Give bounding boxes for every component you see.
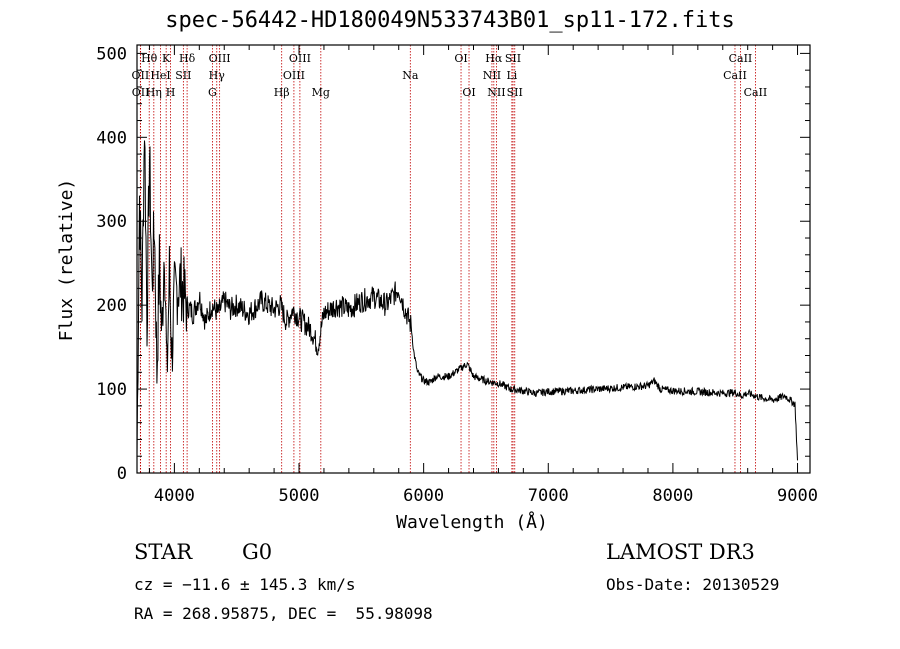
line-label: H bbox=[166, 86, 176, 99]
line-label: NII bbox=[483, 69, 501, 82]
y-tick-label: 300 bbox=[96, 212, 127, 232]
line-label: OI bbox=[454, 52, 467, 65]
line-label: SII bbox=[507, 86, 523, 99]
line-label: CaII bbox=[744, 86, 768, 99]
spectrum-line bbox=[136, 140, 798, 461]
x-tick-label: 6000 bbox=[403, 486, 444, 506]
line-label: Na bbox=[402, 69, 419, 82]
line-label: HeI bbox=[150, 69, 170, 82]
chart-title: spec-56442-HD180049N533743B01_sp11-172.f… bbox=[165, 8, 735, 33]
line-label: Mg bbox=[312, 86, 330, 99]
line-label: OII bbox=[132, 69, 150, 82]
line-label: OIII bbox=[209, 52, 231, 65]
object-subclass: G0 bbox=[242, 540, 273, 564]
object-class: STAR bbox=[134, 540, 193, 564]
line-label: Hβ bbox=[274, 86, 290, 99]
y-tick-label: 0 bbox=[117, 464, 127, 484]
x-axis-label: Wavelength (Å) bbox=[396, 511, 548, 533]
line-label: SII bbox=[175, 69, 191, 82]
x-tick-label: 9000 bbox=[777, 486, 818, 506]
y-tick-label: 100 bbox=[96, 380, 127, 400]
line-label: NII bbox=[487, 86, 505, 99]
line-label: Hθ bbox=[141, 52, 158, 65]
y-axis-label: Flux (relative) bbox=[56, 179, 77, 342]
line-label: SII bbox=[505, 52, 521, 65]
line-label: CaII bbox=[729, 52, 753, 65]
line-label: OI bbox=[462, 86, 475, 99]
line-label: K bbox=[162, 52, 171, 65]
y-tick-label: 500 bbox=[96, 44, 127, 64]
y-tick-label: 200 bbox=[96, 296, 127, 316]
x-tick-label: 7000 bbox=[528, 486, 569, 506]
x-axis-ticks: 4000 5000 6000 7000 8000 9000 bbox=[148, 45, 818, 506]
line-label: Hη bbox=[146, 86, 162, 99]
y-tick-label: 400 bbox=[96, 128, 127, 148]
x-tick-label: 4000 bbox=[154, 486, 195, 506]
redshift-text: cz = −11.6 ± 145.3 km/s bbox=[134, 575, 356, 594]
x-tick-label: 5000 bbox=[279, 486, 320, 506]
line-label: Hδ bbox=[179, 52, 196, 65]
x-tick-label: 8000 bbox=[652, 486, 693, 506]
obs-date: Obs-Date: 20130529 bbox=[606, 575, 780, 594]
line-label: G bbox=[208, 86, 217, 99]
line-label: Hα bbox=[485, 52, 503, 65]
line-label: Hγ bbox=[209, 69, 226, 82]
survey-name: LAMOST DR3 bbox=[606, 540, 755, 564]
y-axis-ticks: 0 100 200 300 400 500 bbox=[96, 44, 810, 484]
line-label: OIII bbox=[289, 52, 311, 65]
line-markers bbox=[139, 45, 756, 473]
line-label: OIII bbox=[283, 69, 305, 82]
line-label: OII bbox=[132, 86, 150, 99]
line-label: Li bbox=[506, 69, 517, 82]
coordinates: RA = 268.95875, DEC = 55.98098 bbox=[134, 604, 433, 623]
plot-frame bbox=[136, 44, 811, 474]
line-label: CaII bbox=[723, 69, 747, 82]
